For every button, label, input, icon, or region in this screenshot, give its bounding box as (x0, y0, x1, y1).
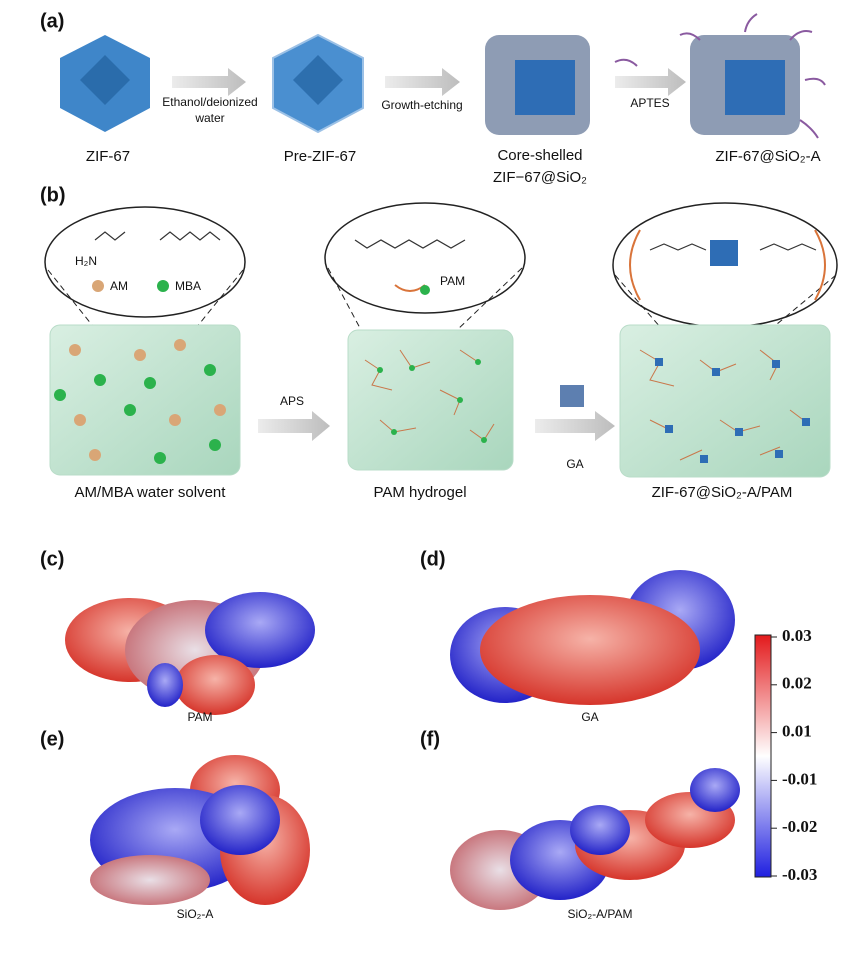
colorbar-tick-label: -0.03 (782, 865, 817, 884)
item-label: AM/MBA water solvent (75, 484, 227, 501)
process-arrow (258, 411, 615, 441)
item-label: ZIF-67 (86, 148, 130, 165)
colorbar-ticks: 0.03 0.02 0.01 -0.01 -0.02 -0.03 (771, 626, 817, 884)
panel-label: (a) (40, 10, 64, 32)
zif-particle (560, 385, 584, 407)
zif-particle (710, 240, 738, 266)
molecule-label: SiO₂-A/PAM (567, 907, 632, 921)
arrow-label: Growth-etching (381, 98, 462, 112)
panel-label: (e) (40, 728, 64, 750)
arrow-label: water (194, 111, 224, 125)
esp-surface (90, 755, 310, 905)
item-label: ZIF-67@SiO₂-A (715, 148, 820, 165)
colorbar-tick-label: 0.03 (782, 626, 812, 645)
legend-marker (157, 280, 169, 292)
network-nodes (377, 359, 487, 443)
legend-marker (420, 285, 430, 295)
legend-label: PAM (440, 274, 465, 288)
esp-surface (450, 570, 735, 705)
panel-label: (f) (420, 728, 440, 750)
zoom-ellipse (44, 202, 838, 328)
panel-label: (d) (420, 548, 446, 570)
arrow-label: Ethanol/deionized (162, 95, 257, 109)
arrow-label: APTES (630, 96, 669, 110)
panel-label: (c) (40, 548, 64, 570)
zif-crystal (60, 33, 364, 134)
panel-label: (b) (40, 184, 66, 206)
item-label: ZIF-67@SiO₂-A/PAM (652, 484, 793, 501)
arrow-label: GA (566, 457, 583, 471)
item-label: Core-shelled (497, 147, 582, 164)
item-label: Pre-ZIF-67 (284, 148, 357, 165)
colorbar (754, 634, 772, 878)
molecule-label: GA (581, 710, 598, 724)
legend-label: AM (110, 279, 128, 293)
esp-surface (450, 768, 740, 910)
molecule-label: PAM (187, 710, 212, 724)
zif-nodes (655, 358, 810, 463)
colorbar-tick-label: 0.01 (782, 722, 812, 741)
colorbar-tick-label: -0.01 (782, 769, 817, 788)
process-arrow (172, 68, 686, 96)
colorbar-tick-label: 0.02 (782, 674, 812, 693)
legend-marker (92, 280, 104, 292)
arrow-label: APS (280, 394, 304, 408)
item-label: PAM hydrogel (373, 484, 466, 501)
item-label: ZIF−67@SiO₂ (493, 169, 587, 186)
legend-label: MBA (175, 279, 201, 293)
esp-surface (65, 592, 315, 715)
molecule-sketch (94, 229, 826, 301)
colorbar-tick-label: -0.02 (782, 817, 817, 836)
molecule-label: SiO₂-A (177, 907, 214, 921)
hydrogel-cube (49, 324, 831, 478)
monomer-dots (54, 339, 226, 464)
atom-label: H₂N (75, 254, 97, 268)
core-shell-particle (485, 13, 826, 139)
